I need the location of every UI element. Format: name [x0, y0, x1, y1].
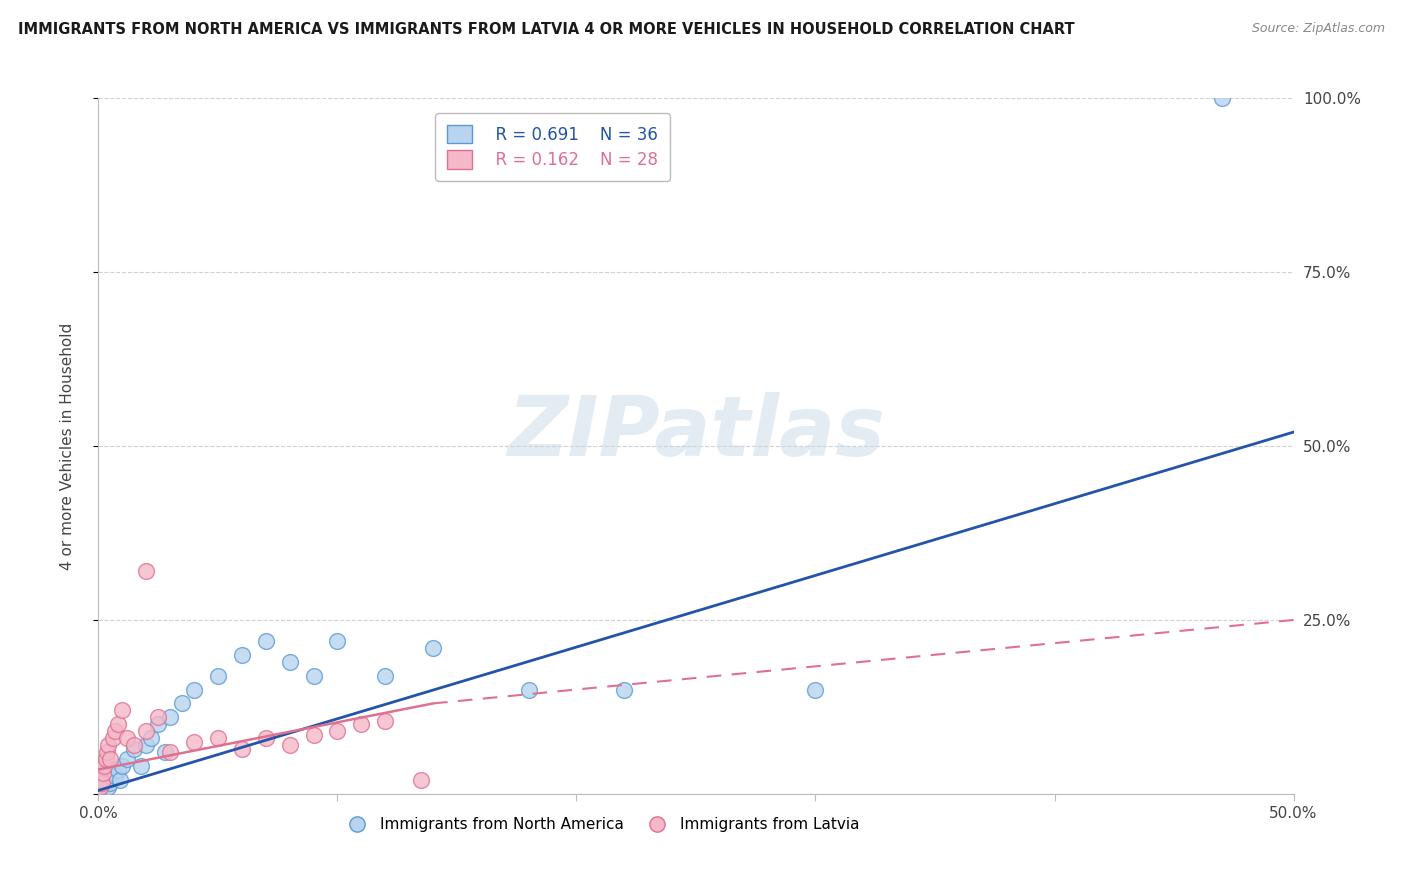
Point	[131, 759, 153, 773]
Point	[302, 668, 325, 682]
Point	[207, 731, 229, 746]
Point	[278, 655, 301, 669]
Point	[91, 776, 114, 790]
Point	[98, 776, 122, 790]
Point	[278, 738, 301, 752]
Point	[374, 668, 396, 682]
Point	[139, 731, 162, 746]
Legend: Immigrants from North America, Immigrants from Latvia: Immigrants from North America, Immigrant…	[335, 811, 866, 838]
Point	[115, 752, 138, 766]
Point	[183, 682, 205, 697]
Point	[135, 738, 157, 752]
Point	[104, 769, 127, 784]
Point	[101, 766, 124, 780]
Point	[91, 772, 114, 787]
Point	[94, 774, 117, 789]
Point	[231, 741, 253, 756]
Point	[94, 752, 117, 766]
Point	[172, 697, 194, 711]
Point	[804, 682, 827, 697]
Point	[148, 710, 170, 724]
Point	[254, 731, 277, 746]
Point	[93, 759, 115, 773]
Point	[1211, 91, 1233, 105]
Point	[91, 766, 114, 780]
Point	[411, 772, 433, 787]
Point	[107, 717, 129, 731]
Point	[101, 731, 124, 746]
Point	[124, 741, 146, 756]
Point	[326, 633, 349, 648]
Point	[159, 710, 181, 724]
Point	[183, 735, 205, 749]
Text: Source: ZipAtlas.com: Source: ZipAtlas.com	[1251, 22, 1385, 36]
Point	[374, 714, 396, 728]
Point	[90, 780, 112, 794]
Point	[422, 640, 444, 655]
Point	[254, 633, 277, 648]
Point	[98, 772, 121, 787]
Point	[97, 738, 120, 752]
Point	[124, 738, 146, 752]
Point	[135, 564, 157, 578]
Point	[148, 717, 170, 731]
Text: IMMIGRANTS FROM NORTH AMERICA VS IMMIGRANTS FROM LATVIA 4 OR MORE VEHICLES IN HO: IMMIGRANTS FROM NORTH AMERICA VS IMMIGRA…	[18, 22, 1076, 37]
Point	[97, 780, 120, 794]
Point	[111, 759, 134, 773]
Text: ZIPatlas: ZIPatlas	[508, 392, 884, 473]
Point	[613, 682, 636, 697]
Point	[350, 717, 373, 731]
Point	[96, 769, 118, 784]
Y-axis label: 4 or more Vehicles in Household: 4 or more Vehicles in Household	[60, 322, 75, 570]
Point	[155, 745, 177, 759]
Point	[108, 772, 131, 787]
Point	[89, 780, 111, 794]
Point	[104, 724, 127, 739]
Point	[107, 763, 129, 777]
Point	[111, 703, 134, 717]
Point	[96, 745, 118, 759]
Point	[93, 779, 115, 793]
Point	[207, 668, 229, 682]
Point	[302, 728, 325, 742]
Point	[517, 682, 540, 697]
Point	[115, 731, 138, 746]
Point	[91, 776, 114, 790]
Point	[90, 772, 112, 787]
Point	[159, 745, 181, 759]
Point	[98, 752, 122, 766]
Point	[326, 724, 349, 739]
Point	[231, 648, 253, 662]
Point	[135, 724, 157, 739]
